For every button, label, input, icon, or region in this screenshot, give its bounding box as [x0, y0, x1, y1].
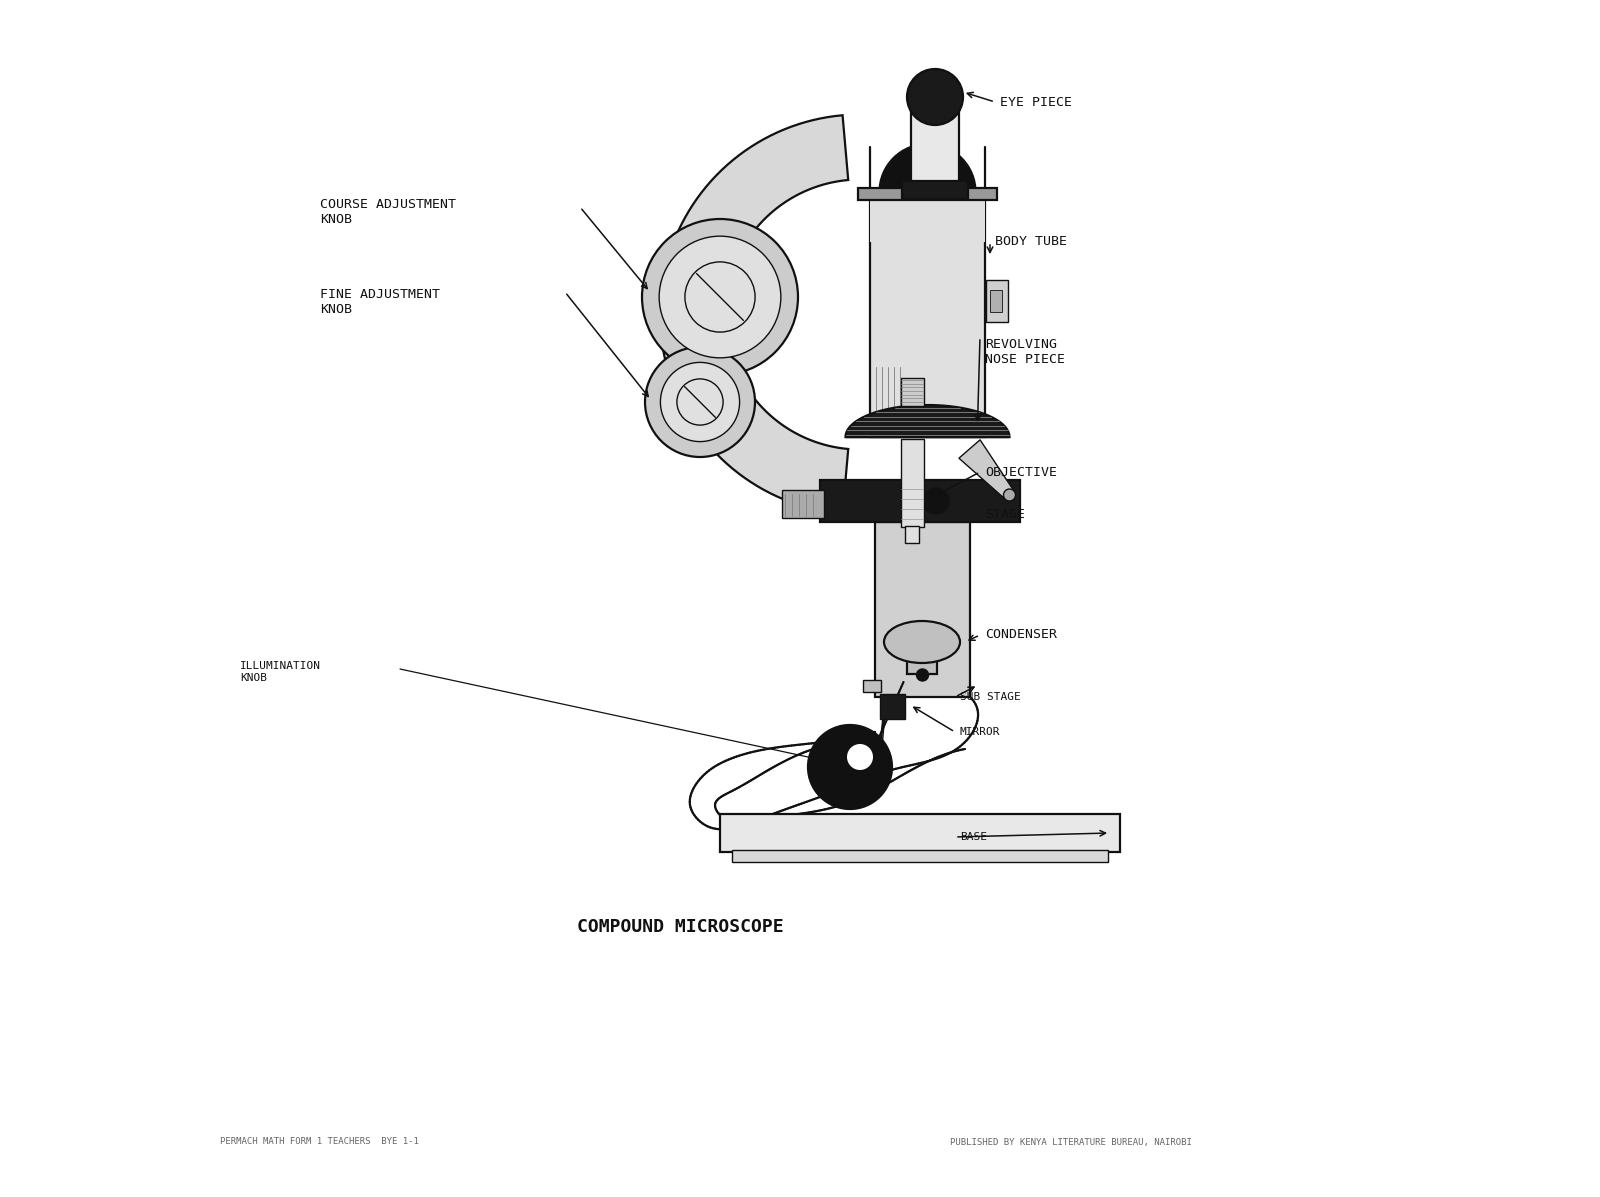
- Circle shape: [808, 725, 893, 809]
- Bar: [870, 190, 986, 242]
- Circle shape: [917, 669, 928, 681]
- Polygon shape: [661, 115, 848, 514]
- Ellipse shape: [883, 621, 960, 663]
- Text: COURSE ADJUSTMENT
KNOB: COURSE ADJUSTMENT KNOB: [320, 198, 456, 226]
- Text: FINE ADJUSTMENT
KNOB: FINE ADJUSTMENT KNOB: [320, 288, 440, 316]
- Bar: [858, 188, 997, 200]
- Bar: [990, 290, 1002, 312]
- Text: COMPOUND MICROSCOPE: COMPOUND MICROSCOPE: [576, 918, 784, 936]
- Text: OBJECTIVE: OBJECTIVE: [986, 466, 1058, 479]
- Bar: [782, 490, 824, 518]
- Text: BASE: BASE: [960, 832, 987, 841]
- Bar: [862, 680, 882, 692]
- Bar: [902, 181, 968, 199]
- Circle shape: [907, 69, 963, 124]
- Text: SUB STAGE: SUB STAGE: [960, 692, 1021, 701]
- Circle shape: [880, 144, 976, 241]
- Circle shape: [661, 363, 739, 442]
- Text: EYE PIECE: EYE PIECE: [1000, 96, 1072, 109]
- Bar: [720, 814, 1120, 852]
- Circle shape: [642, 219, 798, 375]
- Bar: [986, 280, 1008, 322]
- Bar: [906, 525, 920, 543]
- Text: REVOLVING
NOSE PIECE: REVOLVING NOSE PIECE: [986, 338, 1066, 366]
- Circle shape: [1003, 490, 1016, 502]
- Polygon shape: [958, 439, 1014, 499]
- Bar: [907, 642, 938, 674]
- Bar: [880, 694, 906, 719]
- Text: CONDENSER: CONDENSER: [986, 628, 1058, 642]
- Circle shape: [846, 745, 874, 770]
- Polygon shape: [845, 405, 1010, 437]
- Text: ILLUMINATION
KNOB: ILLUMINATION KNOB: [240, 661, 322, 682]
- Bar: [733, 850, 1107, 862]
- Text: BODY TUBE: BODY TUBE: [995, 236, 1067, 249]
- Bar: [870, 192, 986, 437]
- Bar: [819, 480, 1021, 522]
- Circle shape: [645, 347, 755, 457]
- Text: MIRROR: MIRROR: [960, 727, 1000, 737]
- Bar: [910, 97, 958, 187]
- Text: PERMACH MATH FORM 1 TEACHERS  BYE 1-1: PERMACH MATH FORM 1 TEACHERS BYE 1-1: [221, 1137, 419, 1147]
- Bar: [875, 522, 970, 697]
- Text: STAGE: STAGE: [986, 509, 1026, 522]
- Circle shape: [659, 236, 781, 358]
- Bar: [901, 378, 923, 406]
- Bar: [901, 439, 923, 527]
- Text: PUBLISHED BY KENYA LITERATURE BUREAU, NAIROBI: PUBLISHED BY KENYA LITERATURE BUREAU, NA…: [950, 1137, 1192, 1147]
- Circle shape: [923, 488, 949, 514]
